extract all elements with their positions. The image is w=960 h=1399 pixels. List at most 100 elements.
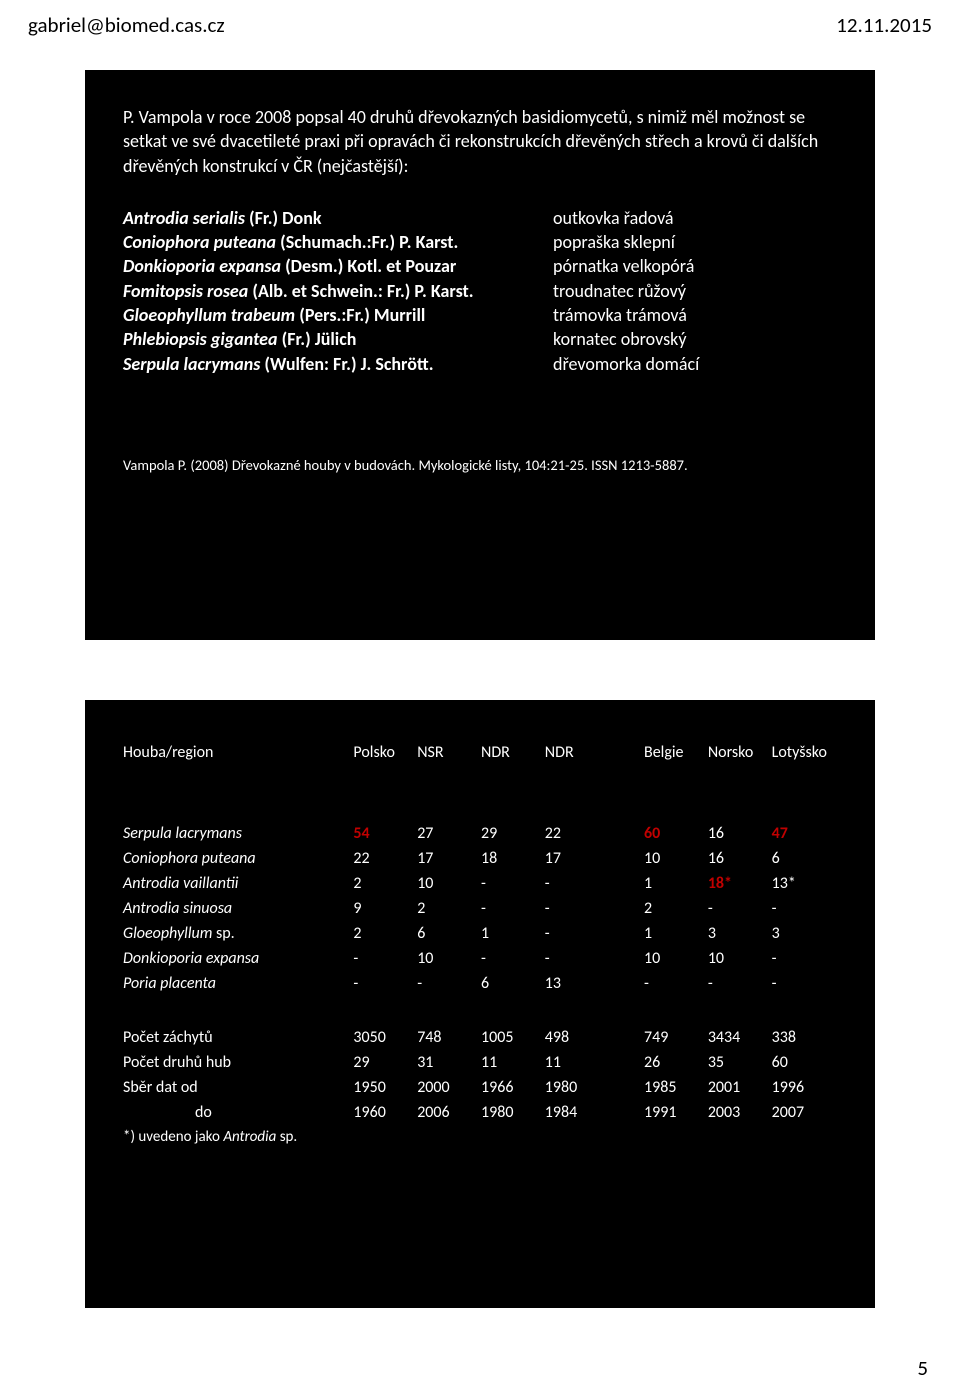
species-cell: Gloeophyllum sp. [123, 921, 353, 946]
species-name: Phlebiopsis gigantea (Fr.) Jülich [123, 327, 553, 351]
value-cell: 10 [708, 946, 772, 971]
species-row: Phlebiopsis gigantea (Fr.) Jülichkornate… [123, 327, 837, 351]
value-cell [609, 946, 644, 971]
value-cell: 2 [353, 871, 417, 896]
value-cell: 16 [708, 846, 772, 871]
value-cell: 498 [545, 996, 609, 1050]
value-cell: 13* [772, 871, 837, 896]
value-cell: 1005 [481, 996, 545, 1050]
species-row: Antrodia serialis (Fr.) Donkoutkovka řad… [123, 206, 837, 230]
value-cell: 22 [545, 792, 609, 846]
value-cell: 3434 [708, 996, 772, 1050]
species-cell: Antrodia vaillantii [123, 871, 353, 896]
value-cell: 1985 [644, 1075, 708, 1100]
stats-row: do1960200619801984 199120032007 [123, 1100, 837, 1125]
value-cell: - [644, 971, 708, 996]
species-cz: troudnatec růžový [553, 279, 837, 303]
value-cell: 2 [353, 921, 417, 946]
value-cell: 1950 [353, 1075, 417, 1100]
value-cell: - [772, 971, 837, 996]
value-cell: 1960 [353, 1100, 417, 1125]
table-header: Lotyšsko [772, 740, 837, 792]
species-name: Antrodia serialis (Fr.) Donk [123, 206, 553, 230]
value-cell: 748 [417, 996, 481, 1050]
species-name: Gloeophyllum trabeum (Pers.:Fr.) Murrill [123, 303, 553, 327]
table-row: Poria placenta--613--- [123, 971, 837, 996]
species-cz: outkovka řadová [553, 206, 837, 230]
value-cell: 2001 [708, 1075, 772, 1100]
species-cell: Antrodia sinuosa [123, 896, 353, 921]
stats-row: Počet druhů hub29311111263560 [123, 1050, 837, 1075]
slide-2: Houba/regionPolskoNSRNDRNDRBelgieNorskoL… [85, 700, 875, 1308]
value-cell: 60 [644, 792, 708, 846]
value-cell: 10 [417, 946, 481, 971]
species-name: Fomitopsis rosea (Alb. et Schwein.: Fr.)… [123, 279, 553, 303]
value-cell: 2006 [417, 1100, 481, 1125]
value-cell: 1966 [481, 1075, 545, 1100]
value-cell: 6 [481, 971, 545, 996]
slide-1: P. Vampola v roce 2008 popsal 40 druhů d… [85, 70, 875, 640]
value-cell: 3 [772, 921, 837, 946]
value-cell: 29 [353, 1050, 417, 1075]
value-cell [609, 896, 644, 921]
value-cell: 6 [772, 846, 837, 871]
value-cell: 10 [417, 871, 481, 896]
value-cell: 17 [417, 846, 481, 871]
value-cell: 16 [708, 792, 772, 846]
citation: Vampola P. (2008) Dřevokazné houby v bud… [123, 456, 837, 475]
page-header: gabriel@biomed.cas.cz 12.11.2015 [28, 12, 932, 38]
value-cell [609, 792, 644, 846]
value-cell: 11 [481, 1050, 545, 1075]
table-header [609, 740, 644, 792]
value-cell [609, 871, 644, 896]
value-cell: 17 [545, 846, 609, 871]
stats-label: do [123, 1100, 353, 1125]
table-header: Houba/region [123, 740, 353, 792]
table-row: Gloeophyllum sp.261-133 [123, 921, 837, 946]
species-name: Serpula lacrymans (Wulfen: Fr.) J. Schrö… [123, 352, 553, 376]
value-cell: 22 [353, 846, 417, 871]
value-cell [609, 1075, 644, 1100]
value-cell: 60 [772, 1050, 837, 1075]
value-cell: 13 [545, 971, 609, 996]
value-cell: 29 [481, 792, 545, 846]
species-row: Fomitopsis rosea (Alb. et Schwein.: Fr.)… [123, 279, 837, 303]
species-name: Donkioporia expansa (Desm.) Kotl. et Pou… [123, 254, 553, 278]
value-cell: 2007 [772, 1100, 837, 1125]
value-cell: 35 [708, 1050, 772, 1075]
value-cell: 3050 [353, 996, 417, 1050]
value-cell: - [708, 971, 772, 996]
value-cell [609, 921, 644, 946]
species-cz: pórnatka velkopórá [553, 254, 837, 278]
stats-row: Sběr dat od1950200019661980198520011996 [123, 1075, 837, 1100]
value-cell: 1 [481, 921, 545, 946]
value-cell: 18* [708, 871, 772, 896]
stats-row: Počet záchytů305074810054987493434338 [123, 996, 837, 1050]
value-cell: 1980 [545, 1075, 609, 1100]
value-cell: 26 [644, 1050, 708, 1075]
value-cell [609, 1050, 644, 1075]
species-cz: popraška sklepní [553, 230, 837, 254]
table-footnote: *) uvedeno jako Antrodia sp. [123, 1125, 837, 1149]
species-row: Serpula lacrymans (Wulfen: Fr.) J. Schrö… [123, 352, 837, 376]
value-cell: 3 [708, 921, 772, 946]
stats-label: Počet druhů hub [123, 1050, 353, 1075]
value-cell: 1984 [545, 1100, 609, 1125]
value-cell: - [353, 946, 417, 971]
species-cell: Serpula lacrymans [123, 792, 353, 846]
value-cell: 11 [545, 1050, 609, 1075]
value-cell: - [545, 921, 609, 946]
value-cell: 1991 [644, 1100, 708, 1125]
value-cell: 9 [353, 896, 417, 921]
species-name: Coniophora puteana (Schumach.:Fr.) P. Ka… [123, 230, 553, 254]
value-cell: 1980 [481, 1100, 545, 1125]
page-number: 5 [917, 1355, 928, 1381]
value-cell: 2003 [708, 1100, 772, 1125]
value-cell [609, 846, 644, 871]
value-cell: 54 [353, 792, 417, 846]
value-cell: - [481, 896, 545, 921]
table-header: NDR [481, 740, 545, 792]
value-cell: 2 [644, 896, 708, 921]
value-cell: - [772, 896, 837, 921]
value-cell: 1 [644, 921, 708, 946]
